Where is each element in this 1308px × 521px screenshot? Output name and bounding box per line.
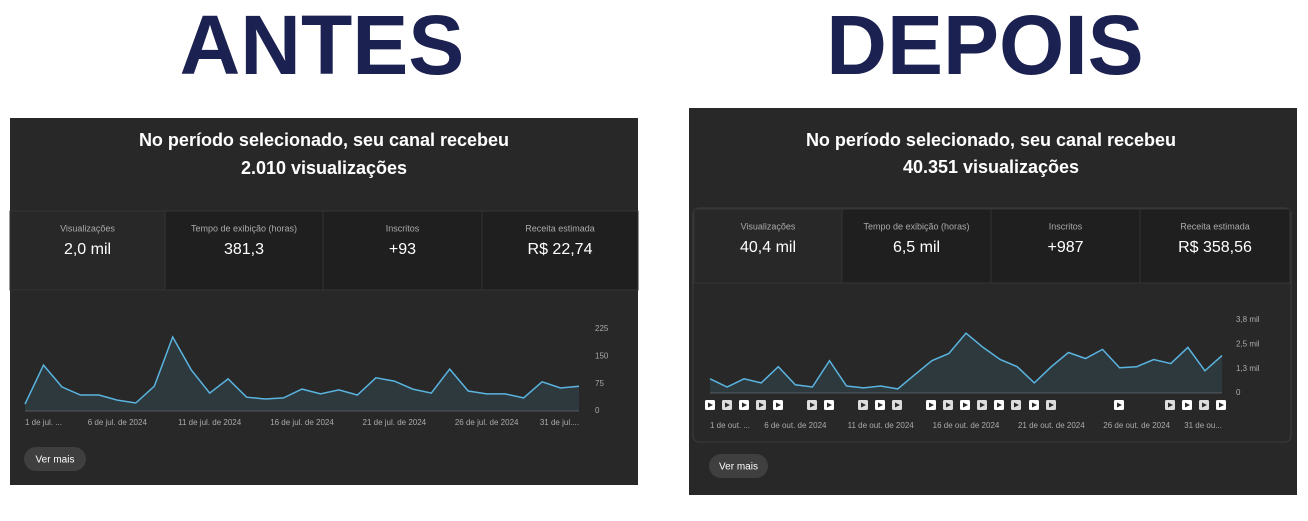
metric-tab[interactable] (322, 210, 483, 291)
x-tick-label: 26 de out. de 2024 (1103, 421, 1170, 430)
day-icon-glyph (963, 402, 968, 408)
metric-value: R$ 22,74 (528, 241, 593, 258)
day-icon-glyph (1117, 402, 1122, 408)
metric-label: Visualizações (60, 223, 115, 233)
metric-value: +987 (1047, 239, 1083, 256)
day-icon-glyph (725, 402, 730, 408)
metric-label: Inscritos (1049, 221, 1083, 231)
day-icon-glyph (1202, 402, 1207, 408)
y-tick-label: 2,5 mil (1236, 339, 1260, 348)
x-tick-label: 11 de out. de 2024 (848, 421, 915, 430)
day-icon-glyph (946, 402, 951, 408)
day-icon-glyph (929, 402, 934, 408)
heading: ANTES (180, 0, 465, 92)
line (709, 332, 1223, 390)
panel-title: No período selecionado, seu canal recebe… (139, 130, 509, 150)
metric-value: 381,3 (224, 241, 264, 258)
tabs-border (692, 207, 1292, 443)
metric-value: 2,0 mil (64, 241, 111, 258)
y-tick-label: 75 (595, 379, 604, 388)
day-icon-glyph (1014, 402, 1019, 408)
button[interactable] (24, 447, 86, 471)
y-tick-label: 0 (595, 406, 600, 415)
day-icon-glyph (776, 402, 781, 408)
x-tick-label: 31 de ou... (1184, 421, 1222, 430)
x-tick-label: 1 de out. ... (710, 421, 750, 430)
day-icon-glyph (878, 402, 883, 408)
panel-title: 40.351 visualizações (903, 157, 1079, 177)
day-icon-glyph (980, 402, 985, 408)
metric-tab[interactable] (841, 208, 992, 284)
area (25, 337, 579, 411)
day-icon-glyph (827, 402, 832, 408)
day-icon-glyph (1032, 402, 1037, 408)
x-tick-label: 6 de jul. de 2024 (88, 418, 148, 427)
metric-label: Receita estimada (1180, 221, 1250, 231)
metric-value: 6,5 mil (893, 239, 940, 256)
metric-tab[interactable] (1139, 208, 1291, 284)
x-tick-label: 26 de jul. de 2024 (455, 418, 519, 427)
x-tick-label: 21 de out. de 2024 (1018, 421, 1085, 430)
day-icon-glyph (1049, 402, 1054, 408)
day-icon-glyph (708, 402, 713, 408)
y-tick-label: 3,8 mil (1236, 315, 1260, 324)
metric-label: Tempo de exibição (horas) (863, 221, 969, 231)
metric-tab[interactable] (164, 210, 324, 291)
metric-tab[interactable] (990, 208, 1141, 284)
x-tick-label: 11 de jul. de 2024 (178, 418, 242, 427)
day-icon-glyph (759, 402, 764, 408)
button-label: Ver mais (719, 462, 758, 473)
x-tick-label: 16 de out. de 2024 (933, 421, 1000, 430)
metric-tab[interactable] (9, 210, 166, 291)
metric-tab[interactable] (481, 210, 639, 291)
x-tick-label: 31 de jul.... (540, 418, 579, 427)
panel (10, 118, 638, 485)
day-icon-glyph (895, 402, 900, 408)
button[interactable] (709, 454, 768, 478)
x-tick-label: 1 de jul. ... (25, 418, 62, 427)
metric-label: Visualizações (741, 221, 796, 231)
x-tick-label: 21 de jul. de 2024 (363, 418, 427, 427)
y-tick-label: 0 (1236, 388, 1241, 397)
metric-value: +93 (389, 241, 416, 258)
day-icon-glyph (810, 402, 815, 408)
button-label: Ver mais (36, 455, 75, 466)
day-icon-glyph (1185, 402, 1190, 408)
panel-title: 2.010 visualizações (241, 158, 407, 178)
day-icon-glyph (1168, 402, 1173, 408)
y-tick-label: 150 (595, 351, 609, 360)
panel (689, 108, 1297, 495)
day-icon-glyph (861, 402, 866, 408)
metric-label: Inscritos (386, 223, 420, 233)
day-icon-glyph (1219, 402, 1224, 408)
day-icon-glyph (742, 402, 747, 408)
area (710, 333, 1222, 393)
y-tick-label: 225 (595, 324, 609, 333)
metric-value: R$ 358,56 (1178, 239, 1252, 256)
metric-label: Tempo de exibição (horas) (191, 223, 297, 233)
metric-value: 40,4 mil (740, 239, 796, 256)
day-icon-glyph (997, 402, 1002, 408)
metric-tab[interactable] (693, 208, 843, 284)
x-tick-label: 16 de jul. de 2024 (270, 418, 334, 427)
panel-title: No período selecionado, seu canal recebe… (806, 130, 1176, 150)
heading: DEPOIS (826, 0, 1143, 92)
y-tick-label: 1,3 mil (1236, 364, 1260, 373)
metric-label: Receita estimada (525, 223, 595, 233)
x-tick-label: 6 de out. de 2024 (764, 421, 827, 430)
line (24, 335, 580, 405)
